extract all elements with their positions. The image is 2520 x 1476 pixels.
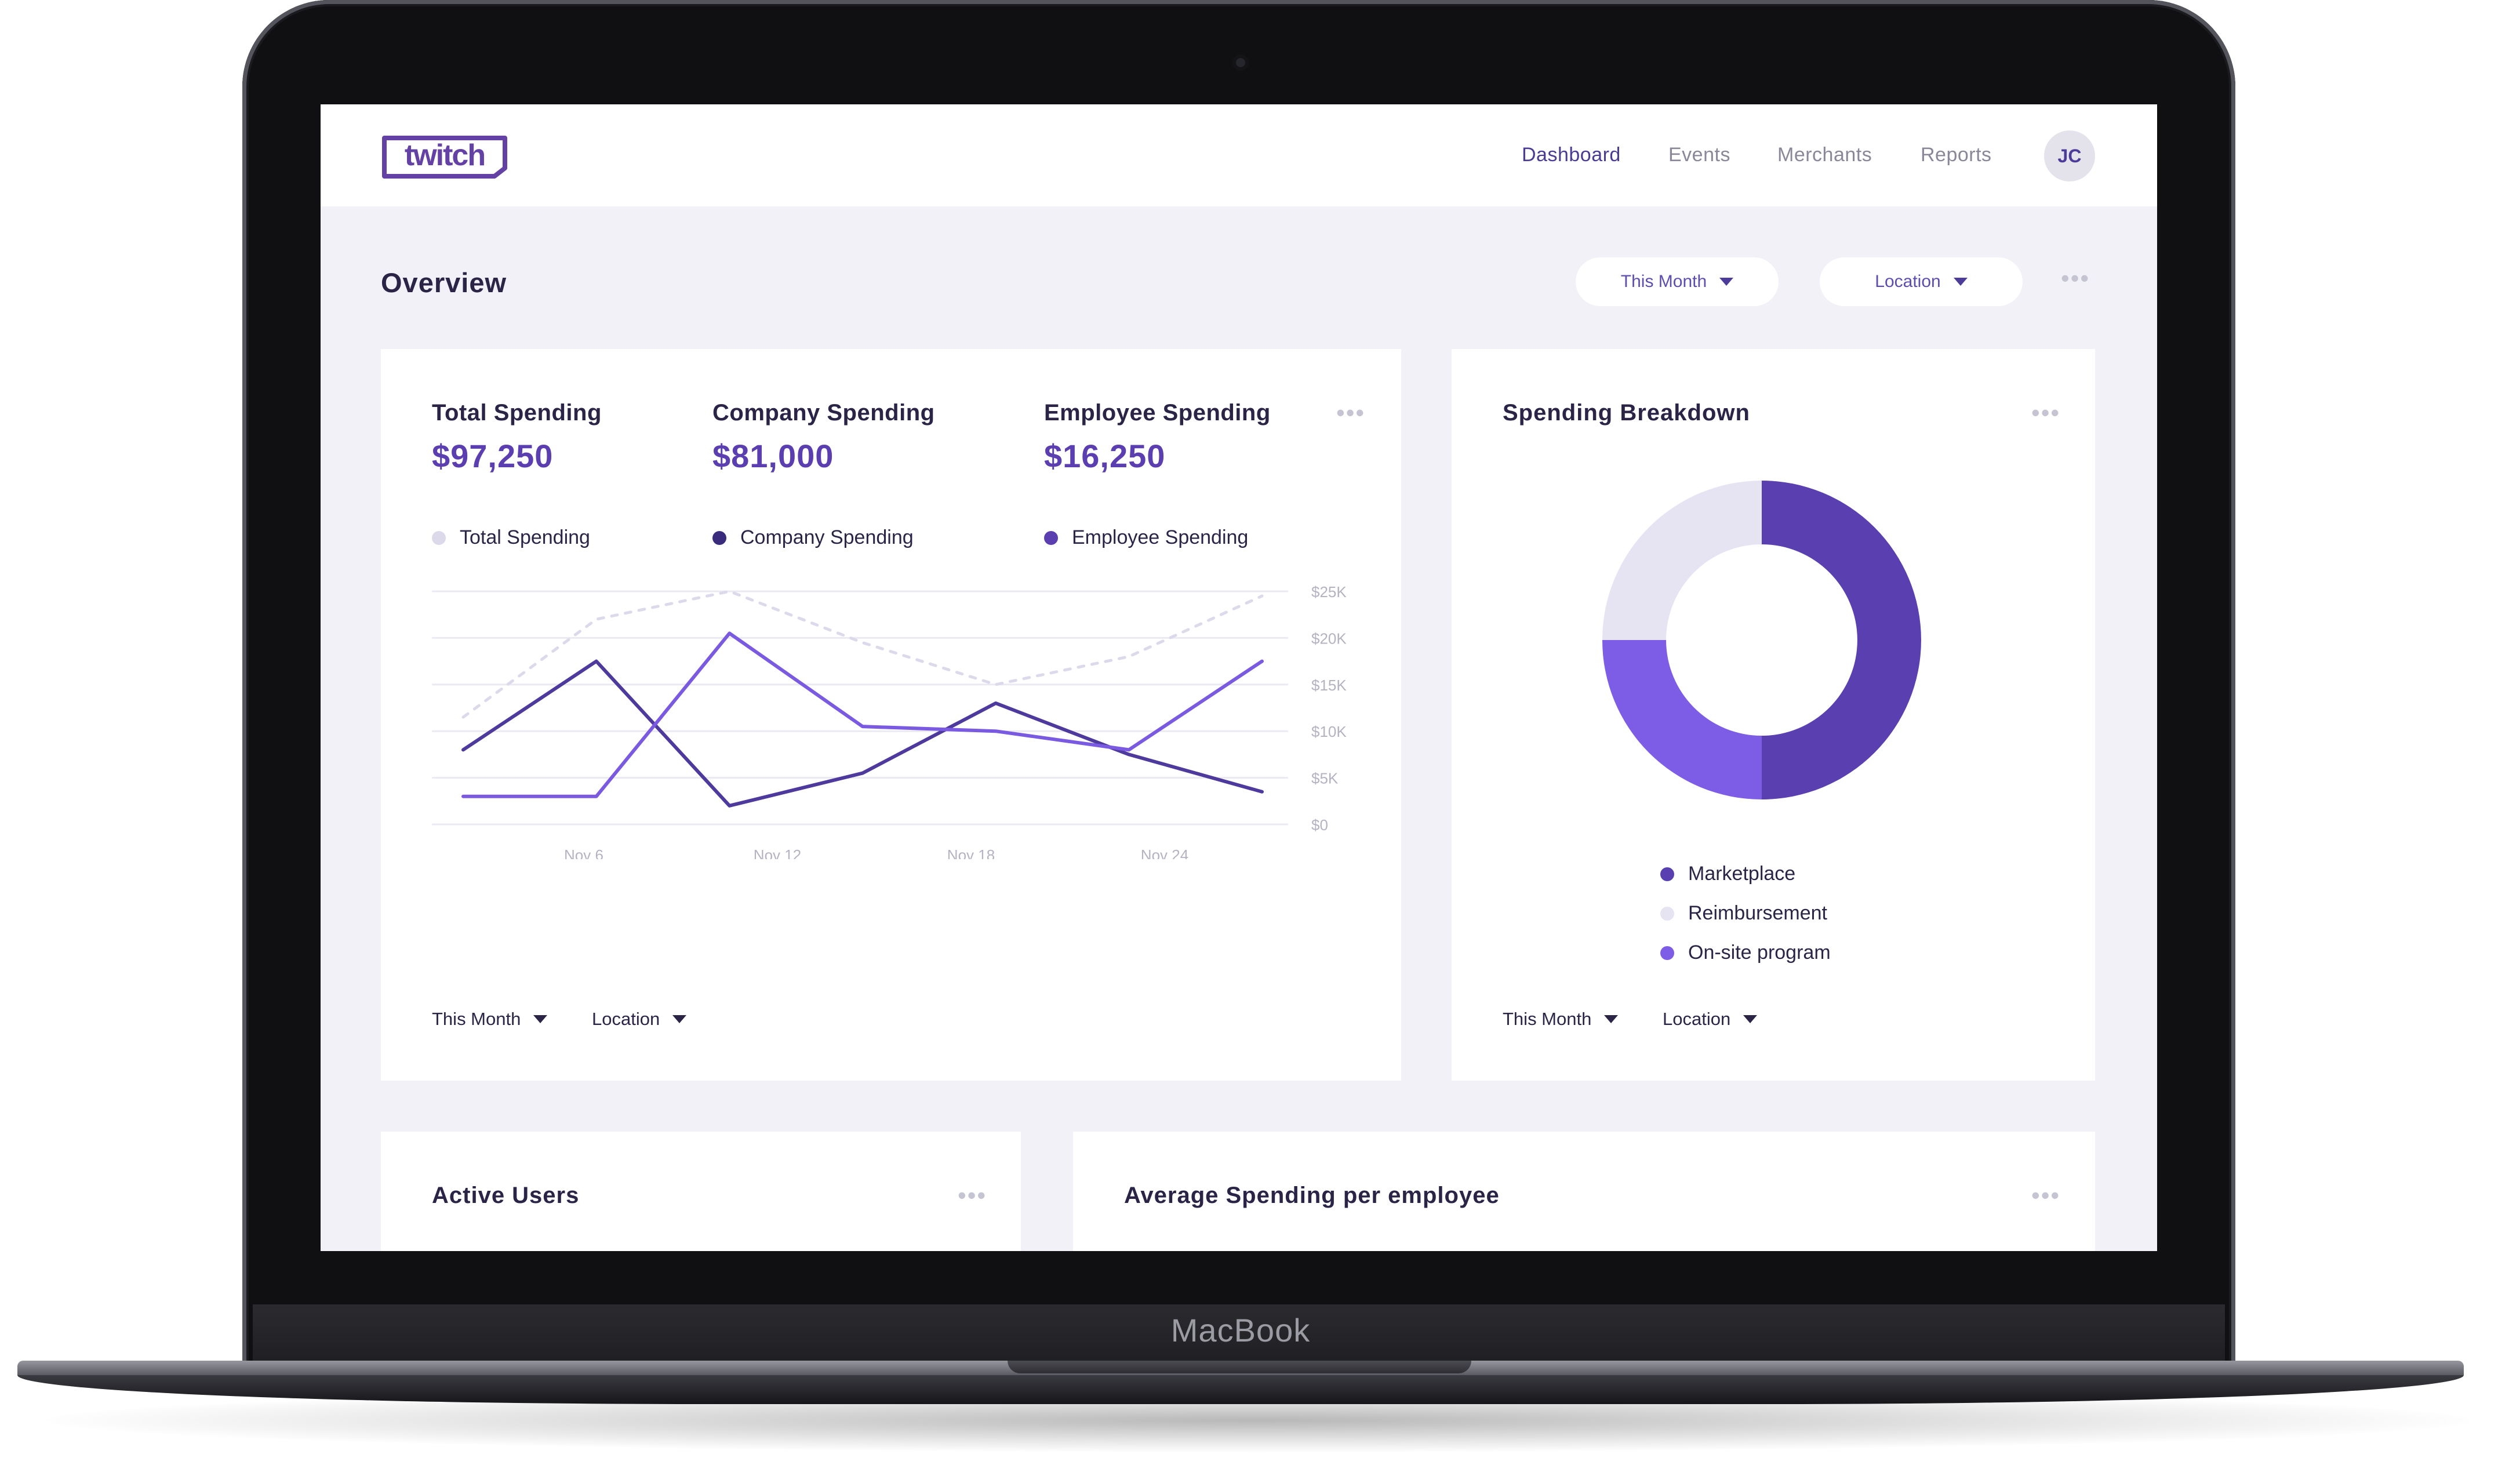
spending-donut-chart [1602, 481, 1921, 799]
chart-period-dropdown[interactable]: This Month [432, 1009, 548, 1030]
legend-label: Reimbursement [1688, 902, 1827, 924]
legend-swatch-reimbursement [1660, 906, 1674, 921]
x-tick-label: Nov 12 [754, 846, 801, 859]
breakdown-location-dropdown[interactable]: Location [1663, 1009, 1758, 1030]
chevron-down-icon [1953, 278, 1968, 286]
chevron-down-icon [1743, 1015, 1758, 1023]
spending-card: Total Spending $97,250 Company Spending … [381, 349, 1401, 1081]
more-options-icon[interactable]: ••• [1336, 399, 1366, 426]
legend-employee: Employee Spending [1044, 526, 1248, 549]
nav-dashboard[interactable]: Dashboard [1522, 144, 1621, 166]
donut-slice-on-site-program [1602, 640, 1762, 799]
y-tick-label: $0 [1311, 816, 1328, 834]
legend-label: Employee Spending [1072, 526, 1249, 548]
legend-swatch-company [712, 530, 726, 545]
period-filter-label: This Month [1620, 272, 1707, 291]
stat-title-total: Total Spending [432, 400, 602, 426]
legend-swatch-onsite [1660, 946, 1674, 960]
y-tick-label: $25K [1311, 583, 1347, 601]
dropdown-label: This Month [432, 1009, 521, 1029]
dropdown-label: Location [1663, 1009, 1731, 1029]
laptop-chin [253, 1304, 2225, 1371]
nav-events[interactable]: Events [1668, 144, 1730, 166]
legend-label: Company Spending [740, 526, 914, 548]
x-tick-label: Nov 6 [564, 846, 603, 859]
chevron-down-icon [533, 1015, 548, 1023]
more-options-icon[interactable]: ••• [2031, 1181, 2061, 1209]
stat-value-total: $97,250 [432, 438, 554, 474]
card-title: Spending Breakdown [1503, 400, 1750, 426]
chevron-down-icon [1604, 1015, 1619, 1023]
series-line-total-spending [461, 590, 1264, 719]
stat-title-company: Company Spending [712, 400, 935, 426]
location-filter-dropdown[interactable]: Location [1820, 257, 2023, 306]
legend-swatch-total [432, 530, 446, 545]
x-tick-label: Nov 18 [947, 846, 995, 859]
legend-total: Total Spending [432, 526, 590, 549]
nav-merchants[interactable]: Merchants [1777, 144, 1872, 166]
legend-label: Total Spending [460, 526, 590, 548]
y-tick-label: $20K [1311, 630, 1347, 647]
logo-wordmark: twitch [405, 139, 485, 172]
card-title: Active Users [432, 1183, 580, 1208]
more-options-icon[interactable]: ••• [2031, 399, 2061, 426]
more-options-icon[interactable]: ••• [2061, 264, 2090, 292]
y-tick-label: $5K [1311, 770, 1339, 787]
top-navigation-bar: twitch Dashboard Events Merchants Report… [321, 104, 2157, 206]
active-users-card: Active Users ••• [381, 1132, 1021, 1251]
card-title: Average Spending per employee [1124, 1183, 1500, 1208]
legend-onsite: On-site program [1660, 941, 1831, 964]
legend-swatch-employee [1044, 530, 1058, 545]
laptop-notch [1008, 1361, 1471, 1373]
chart-location-dropdown[interactable]: Location [592, 1009, 687, 1030]
spending-breakdown-card: Spending Breakdown ••• Marketplace Reimb… [1452, 349, 2095, 1081]
dropdown-label: This Month [1503, 1009, 1592, 1029]
legend-label: On-site program [1688, 941, 1831, 964]
legend-marketplace: Marketplace [1660, 863, 1795, 885]
legend-swatch-marketplace [1660, 867, 1674, 881]
period-filter-dropdown[interactable]: This Month [1576, 257, 1779, 306]
chevron-down-icon [1719, 278, 1734, 286]
more-options-icon[interactable]: ••• [958, 1181, 987, 1209]
breakdown-period-dropdown[interactable]: This Month [1503, 1009, 1619, 1030]
donut-slice-marketplace [1762, 481, 1921, 799]
page-title: Overview [381, 267, 507, 298]
legend-reimbursement: Reimbursement [1660, 902, 1827, 925]
y-tick-label: $15K [1311, 677, 1347, 694]
legend-label: Marketplace [1688, 863, 1796, 885]
location-filter-label: Location [1875, 272, 1941, 291]
nav-reports[interactable]: Reports [1921, 144, 1992, 166]
stat-value-employee: $16,250 [1044, 438, 1166, 474]
chevron-down-icon [672, 1015, 687, 1023]
app-screen: twitch Dashboard Events Merchants Report… [321, 104, 2157, 1251]
laptop-base [17, 1375, 2464, 1404]
webcam [1232, 54, 1249, 71]
donut-slice-reimbursement [1602, 481, 1762, 640]
series-line-company-spending [461, 659, 1264, 808]
stat-title-employee: Employee Spending [1044, 400, 1271, 426]
stat-value-company: $81,000 [712, 438, 834, 474]
legend-company: Company Spending [712, 526, 914, 549]
average-spending-card: Average Spending per employee ••• [1073, 1132, 2095, 1251]
dropdown-label: Location [592, 1009, 660, 1029]
device-label: MacBook [1170, 1312, 1311, 1348]
y-tick-label: $10K [1311, 723, 1347, 740]
x-tick-label: Nov 24 [1141, 846, 1188, 859]
user-avatar[interactable]: JC [2044, 130, 2095, 181]
spending-line-chart: $0 $5K $10K $15K $20K $25K Nov 6 Nov 12 Nov 18 No… [432, 583, 1347, 859]
twitch-logo[interactable]: twitch [381, 132, 508, 179]
